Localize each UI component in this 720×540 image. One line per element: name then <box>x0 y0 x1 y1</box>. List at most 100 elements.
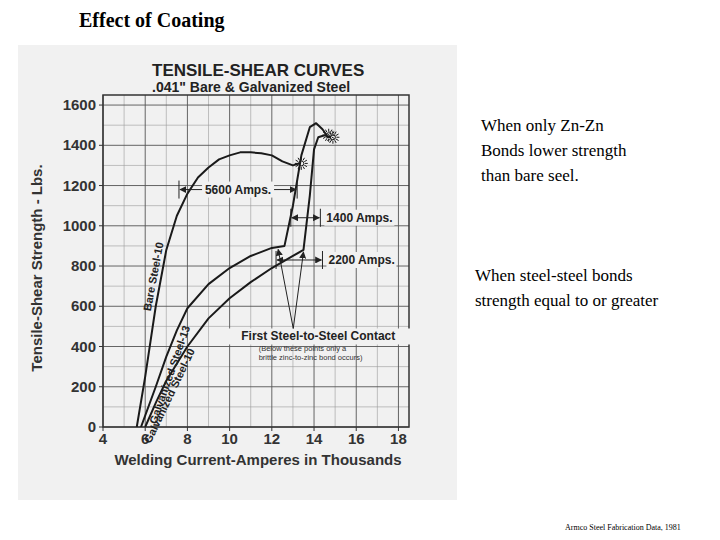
x-grid-line <box>398 95 399 427</box>
series-label: Bare Steel-10 <box>141 241 166 312</box>
y-tick-label: 1400 <box>63 136 96 153</box>
x-tick-label: 16 <box>348 430 365 447</box>
y-grid-line <box>103 105 409 106</box>
dimension-line <box>292 217 320 218</box>
burst-ray <box>296 160 299 162</box>
x-tick-label: 4 <box>99 430 108 447</box>
y-tick <box>99 145 103 146</box>
burst-ray <box>295 163 298 164</box>
annotation-arrow <box>293 252 303 329</box>
y-tick <box>99 386 103 387</box>
annotation-note: (Below these points only a <box>259 344 347 353</box>
burst-ray <box>301 167 302 170</box>
burst-ray <box>336 139 339 141</box>
annotations: 5600 Amps.1400 Amps.2200 Amps.First Stee… <box>179 181 411 363</box>
annotation-note: brittle zinc-to-zinc bond occurs) <box>259 353 363 362</box>
burst-ray <box>325 130 327 133</box>
x-grid-line <box>314 95 315 427</box>
y-axis-label: Tensile-Shear Strength - Lbs. <box>28 164 45 371</box>
dimension-tick <box>322 251 323 269</box>
slide-title: Effect of Coating <box>79 9 225 32</box>
chart-title: TENSILE-SHEAR CURVES <box>152 61 364 80</box>
x-grid-line <box>271 95 272 427</box>
y-tick <box>99 346 103 347</box>
burst-ray <box>330 130 332 133</box>
burst-ray <box>304 160 307 162</box>
minor-grid-line <box>250 95 251 427</box>
dimension-tick <box>320 209 321 227</box>
burst-ray <box>296 165 299 167</box>
y-tick-label: 600 <box>71 297 96 314</box>
dimension-tick <box>178 181 179 199</box>
burst-ray <box>332 137 335 139</box>
burst-core <box>330 135 335 140</box>
minor-grid-line <box>292 95 293 427</box>
label-background <box>202 182 274 198</box>
y-grid-line <box>103 145 409 146</box>
y-tick-label: 1600 <box>63 96 96 113</box>
dimension-tick <box>297 181 298 199</box>
annotation-text: 5600 Amps. <box>205 183 271 197</box>
label-background <box>226 328 411 344</box>
y-tick <box>99 225 103 226</box>
minor-grid-line <box>103 165 409 166</box>
source-credit: Armco Steel Fabrication Data, 1981 <box>565 523 681 532</box>
burst-marker <box>326 131 339 144</box>
y-tick-label: 1000 <box>63 217 96 234</box>
side-note: When only Zn-Zn <box>481 116 604 135</box>
burst-ray <box>327 134 330 136</box>
y-tick <box>99 306 103 307</box>
x-grid-line <box>187 95 188 427</box>
label-background <box>326 252 396 268</box>
burst-ray <box>325 138 327 141</box>
y-tick-label: 200 <box>71 378 96 395</box>
burst-ray <box>330 140 332 143</box>
burst-ray <box>335 140 337 143</box>
figure-background <box>18 45 457 500</box>
x-tick-label: 14 <box>306 430 323 447</box>
label-background <box>324 210 394 226</box>
annotation-text: First Steel-to-Steel Contact <box>241 329 395 343</box>
burst-ray <box>328 139 329 142</box>
minor-grid-line <box>208 95 209 427</box>
burst-ray <box>323 137 326 139</box>
grid <box>103 95 409 427</box>
y-tick-label: 400 <box>71 338 96 355</box>
burst-ray <box>298 158 300 161</box>
burst-ray <box>305 163 308 164</box>
burst-ray <box>336 134 339 136</box>
burst-ray <box>330 132 332 135</box>
plot-data <box>137 123 340 427</box>
burst-ray <box>332 131 333 134</box>
slide: Effect of Coating TENSILE-SHEAR CURVES.04… <box>0 0 720 540</box>
series-label: Galvanized Steel-10 <box>142 346 197 444</box>
y-tick-label: 0 <box>88 418 96 435</box>
side-note: When steel-steel bonds <box>475 266 633 285</box>
burst-ray <box>304 165 307 167</box>
burst-ray <box>336 137 339 138</box>
minor-grid-line <box>124 95 125 427</box>
y-grid-line <box>103 386 409 387</box>
y-tick <box>99 185 103 186</box>
dimension-tick <box>290 209 291 227</box>
burst-ray <box>327 139 330 141</box>
plot-frame <box>103 95 409 427</box>
side-note: than bare seel. <box>481 166 579 185</box>
burst-ray <box>326 137 329 138</box>
y-tick-label: 800 <box>71 257 96 274</box>
burst-ray <box>303 158 305 161</box>
annotation-arrow <box>278 249 293 328</box>
minor-grid-line <box>103 125 409 126</box>
side-note: Bonds lower strength <box>481 141 627 160</box>
series-labels: Bare Steel-10Galvanized Steel-13Galvaniz… <box>141 241 197 445</box>
x-grid-line <box>229 95 230 427</box>
burst-ray <box>328 129 329 132</box>
dimension-line <box>277 259 321 260</box>
y-tick <box>99 427 103 428</box>
minor-grid-line <box>103 205 409 206</box>
minor-grid-line <box>103 366 409 367</box>
annotation-text: 1400 Amps. <box>326 211 392 225</box>
x-tick-label: 10 <box>221 430 238 447</box>
side-note: strength equal to or greater <box>475 291 658 310</box>
chart-subtitle: .041" Bare & Galvanized Steel <box>152 79 350 95</box>
